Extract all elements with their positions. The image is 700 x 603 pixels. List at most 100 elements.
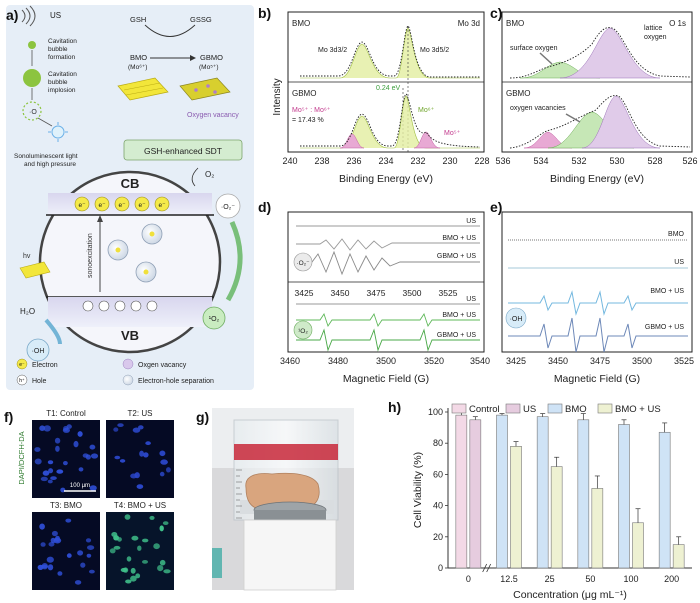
bar	[469, 419, 482, 569]
e-label-gbmo-us: GBMO + US	[645, 324, 684, 331]
cell-nucleus	[55, 445, 60, 452]
bar	[632, 522, 644, 569]
panel-c-tick: 536	[495, 156, 510, 166]
panel-c-tick: 528	[647, 156, 662, 166]
cell-nucleus	[126, 556, 132, 562]
d-bottom-tag: ¹O₂	[298, 328, 308, 335]
mo6-label: Mo⁶⁺	[418, 107, 435, 114]
cell-nucleus	[48, 468, 54, 474]
mo5-label: Mo⁵⁺	[444, 130, 461, 137]
imploding-bubble-icon	[22, 101, 42, 121]
vb-label: VB	[121, 328, 139, 343]
sonoluminescence-icon	[48, 122, 68, 142]
legend-vacancy: Oxgen vacancy	[138, 362, 187, 369]
panel-b: b) Intensity BMO Mo 3d Mo 3d3/2 Mo 3d5/2…	[258, 5, 490, 185]
singlet-oxygen-icon	[202, 306, 226, 330]
y-tick-label: 20	[433, 532, 443, 542]
panel-f-ylabel: DAPI/DCFH-DA	[17, 431, 26, 484]
ratio-line-2: = 17.43 %	[292, 117, 324, 124]
cell-nucleus	[63, 426, 69, 431]
svg-text:e⁻: e⁻	[98, 202, 106, 209]
side-nanosheet-icon	[19, 261, 51, 279]
d-bottom-label-us: US	[466, 296, 476, 303]
e-label-bmo: BMO	[668, 231, 685, 238]
gbmo-schematic-label: GBMO	[200, 53, 223, 62]
panel-b-tick: 234	[378, 156, 393, 166]
cell-viability-chart: 0 20 40 60 80 100 Cell Viability (%) Concentrat…	[412, 403, 692, 601]
panel-a: a) US Cavitation bubble formation Cavita…	[6, 5, 254, 390]
cell-nucleus	[90, 453, 99, 459]
cell-nucleus	[117, 423, 124, 427]
cell-nucleus	[149, 515, 155, 520]
cell-nucleus	[117, 537, 122, 542]
legend-label: BMO + US	[615, 404, 661, 415]
d-top-tick: 3525	[439, 288, 458, 298]
hv-label: hv	[23, 253, 31, 260]
cell-nucleus	[73, 440, 79, 448]
peak-3d52-label: Mo 3d5/2	[420, 47, 449, 54]
gsh-sdt-banner	[123, 139, 243, 161]
panel-c: c) BMO O 1s surface oxygen lattice oxyge…	[490, 5, 698, 185]
cell-nucleus	[39, 425, 46, 432]
cell-nucleus	[89, 569, 95, 574]
ultrasound-icon	[21, 5, 36, 27]
cell-nucleus	[40, 476, 48, 482]
svg-text:e⁻: e⁻	[138, 202, 146, 209]
hydroxyl-icon	[26, 338, 50, 362]
tissue-sample	[245, 472, 320, 511]
cell-nucleus	[142, 560, 148, 564]
gsh-sdt-banner-text: GSH-enhanced SDT	[144, 146, 222, 156]
hydroxyl-label: ·OH	[32, 348, 45, 355]
legend-electron-icon	[16, 358, 28, 370]
cell-nucleus	[50, 476, 57, 480]
panel-h: h) 0 20 40 60 80 100 Cell Viability (%) Concent…	[388, 399, 692, 601]
hydroxyl-tag-icon	[505, 307, 527, 329]
legend-hole-icon	[16, 374, 28, 386]
bar	[496, 414, 508, 569]
cell-nucleus	[47, 564, 54, 571]
e-tick: 3425	[506, 356, 526, 366]
cell-nucleus	[160, 459, 168, 465]
cell-nucleus	[125, 579, 132, 584]
implosion-line-3: implosion	[48, 87, 76, 94]
cell-nucleus	[136, 484, 144, 489]
cell-nucleus	[39, 523, 45, 530]
e-label-bmo-us: BMO + US	[650, 288, 684, 295]
panel-g-label: g)	[196, 409, 209, 425]
cell-nucleus	[157, 565, 164, 572]
cell-nucleus	[138, 425, 144, 430]
d-bottom-label-bmo: BMO + US	[442, 312, 476, 319]
cell-nucleus	[111, 532, 118, 537]
bar	[658, 431, 671, 569]
d-bottom-gbmo-curve	[296, 328, 480, 352]
d-bottom-ticks: 3460 3480 3500 3520 3540	[280, 356, 490, 366]
h2o-label: H₂O	[20, 307, 35, 316]
e-ticks: 3425 3450 3475 3500 3525	[506, 356, 694, 366]
sonolum-line-1: Sonoluminescent light	[14, 153, 78, 160]
tile-t3-title: T3: BMO	[50, 501, 82, 510]
svg-text:e⁻: e⁻	[158, 202, 166, 209]
cell-nucleus	[47, 460, 54, 465]
bar	[577, 419, 590, 569]
tile-t2-title: T2: US	[128, 409, 153, 418]
cell-nucleus	[109, 548, 116, 554]
panel-c-label: c)	[490, 5, 502, 21]
panel-a-legend: e⁻ Electron Oxgen vacancy h⁺ Hole Electr…	[16, 358, 214, 386]
x-axis-label: Concentration (μg mL⁻¹)	[513, 589, 627, 601]
gsh-label: GSH	[130, 15, 146, 24]
svg-text:e⁻: e⁻	[19, 362, 25, 368]
implosion-line-1: Cavitation	[48, 71, 77, 78]
d-top-label-bmo: BMO + US	[442, 235, 476, 242]
cell-nucleus	[87, 545, 95, 550]
panel-d: d) US BMO + US GBMO + US ·O₂⁻ 3425 3450 …	[258, 199, 490, 385]
panel-c-bottom-title: GBMO	[506, 89, 530, 98]
d-bottom-label-gbmo: GBMO + US	[437, 332, 476, 339]
svg-text:e⁻: e⁻	[118, 202, 126, 209]
legend-label: US	[523, 404, 536, 415]
e-tag: ·OH	[510, 316, 523, 323]
panel-b-element: Mo 3d	[458, 19, 480, 28]
bar	[618, 424, 630, 569]
cell-nucleus	[124, 514, 131, 520]
cell-nucleus	[130, 567, 136, 574]
cell-nucleus	[47, 479, 53, 484]
